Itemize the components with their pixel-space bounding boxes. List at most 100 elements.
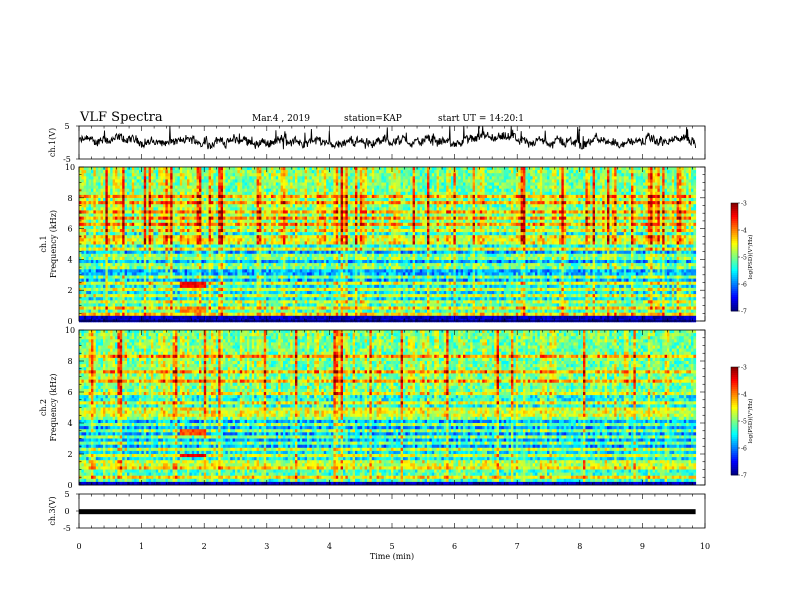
spectrogram-cell bbox=[79, 191, 82, 196]
spectrogram-cell bbox=[259, 170, 262, 174]
spectrogram-cell bbox=[251, 281, 255, 286]
spectrogram-cell bbox=[122, 185, 125, 189]
spectrogram-cell bbox=[292, 173, 296, 177]
spectrogram-cell bbox=[254, 266, 257, 270]
spectrogram-cell bbox=[141, 229, 145, 233]
spectrogram-cell bbox=[189, 263, 193, 267]
spectrogram-cell bbox=[254, 309, 257, 313]
spectrogram-cell bbox=[251, 201, 255, 205]
spectrogram-cell bbox=[83, 244, 87, 248]
spectrogram-cell bbox=[230, 204, 233, 208]
spectrogram-cell bbox=[107, 225, 111, 230]
spectrogram-cell bbox=[86, 194, 89, 199]
spectrogram-cell bbox=[98, 182, 101, 186]
spectrogram-cell bbox=[256, 188, 260, 193]
spectrogram-cell bbox=[297, 303, 301, 307]
spectrogram-cell bbox=[292, 235, 296, 239]
spectrogram-cell bbox=[225, 263, 229, 267]
spectrogram-cell bbox=[309, 272, 313, 276]
spectrogram-cell bbox=[172, 232, 176, 236]
spectrogram-cell bbox=[213, 204, 217, 208]
spectrogram-cell bbox=[146, 318, 149, 323]
spectrogram-cell bbox=[263, 194, 267, 199]
spectrogram-cell bbox=[225, 191, 229, 196]
spectrogram-cell bbox=[153, 287, 157, 292]
spectrogram-cell bbox=[103, 222, 106, 227]
spectrogram-cell bbox=[213, 238, 217, 242]
spectrogram-cell bbox=[225, 275, 229, 279]
spectrogram-cell bbox=[136, 210, 140, 214]
spectrogram-cell bbox=[230, 222, 233, 227]
spectrogram-cell bbox=[295, 247, 298, 251]
spectrogram-cell bbox=[79, 266, 82, 270]
spectrogram-cell bbox=[203, 182, 207, 186]
spectrogram-cell bbox=[95, 253, 99, 258]
spectrogram-cell bbox=[187, 179, 190, 183]
spectrogram-cell bbox=[295, 179, 298, 183]
spectrogram-cell bbox=[98, 241, 101, 245]
spectrogram-cell bbox=[179, 269, 183, 273]
spectrogram-cell bbox=[148, 188, 152, 193]
spectrogram-cell bbox=[232, 185, 236, 189]
spectrogram-cell bbox=[227, 315, 231, 320]
spectrogram-cell bbox=[117, 185, 121, 189]
spectrogram-cell bbox=[184, 194, 188, 199]
spectrogram-cell bbox=[129, 303, 133, 307]
spectrogram-cell bbox=[110, 204, 113, 208]
spectrogram-cell bbox=[275, 216, 279, 220]
spectrogram-cell bbox=[163, 222, 166, 227]
spectrogram-cell bbox=[227, 247, 231, 251]
spectrogram-cell bbox=[235, 312, 238, 317]
spectrogram-cell bbox=[283, 176, 286, 180]
spectrogram-cell bbox=[251, 238, 255, 242]
spectrogram-cell bbox=[211, 185, 214, 189]
spectrogram-cell bbox=[235, 250, 238, 255]
spectrogram-cell bbox=[124, 191, 128, 196]
spectrogram-cell bbox=[268, 309, 272, 313]
spectrogram-cell bbox=[273, 185, 277, 189]
spectrogram-cell bbox=[86, 219, 89, 224]
spectrogram-cell bbox=[292, 201, 296, 205]
spectrogram-cell bbox=[302, 281, 305, 286]
spectrogram-cell bbox=[143, 173, 147, 177]
spectrogram-cell bbox=[242, 263, 245, 267]
spectrogram-cell bbox=[163, 297, 166, 301]
spectrogram-cell bbox=[199, 201, 202, 205]
spectrogram-cell bbox=[151, 213, 154, 217]
spectrogram-cell bbox=[129, 309, 133, 313]
spectrogram-cell bbox=[115, 241, 118, 245]
spectrogram-cell bbox=[302, 191, 305, 196]
spectrogram-cell bbox=[254, 294, 257, 298]
spectrogram-cell bbox=[107, 287, 111, 292]
spectrogram-cell bbox=[124, 266, 128, 270]
spectrogram-cell bbox=[155, 201, 159, 205]
spectrogram-cell bbox=[122, 207, 125, 211]
spectrogram-cell bbox=[290, 275, 293, 279]
spectrogram-cell bbox=[211, 309, 214, 313]
spectrogram-cell bbox=[201, 182, 205, 186]
spectrogram-cell bbox=[237, 238, 241, 242]
spectrogram-cell bbox=[223, 260, 226, 264]
spectrogram-cell bbox=[79, 250, 82, 255]
spectrogram-cell bbox=[141, 188, 145, 193]
spectrogram-cell bbox=[218, 318, 221, 323]
spectrogram-cell bbox=[81, 297, 85, 301]
spectrogram-cell bbox=[160, 198, 164, 202]
spectrogram-cell bbox=[86, 315, 89, 320]
spectrogram-cell bbox=[139, 247, 142, 251]
spectrogram-cell bbox=[239, 167, 243, 171]
spectrogram-cell bbox=[232, 204, 236, 208]
spectrogram-cell bbox=[292, 176, 296, 180]
spectrogram-cell bbox=[112, 232, 116, 236]
spectrogram-cell bbox=[263, 235, 267, 239]
spectrogram-cell bbox=[203, 260, 207, 264]
spectrogram-cell bbox=[218, 278, 221, 282]
spectrogram-cell bbox=[263, 278, 267, 282]
spectrogram-cell bbox=[127, 244, 130, 248]
spectrogram-cell bbox=[143, 213, 147, 217]
spectrogram-cell bbox=[187, 312, 190, 317]
spectrogram-cell bbox=[131, 244, 135, 248]
spectrogram-cell bbox=[158, 300, 161, 304]
spectrogram-cell bbox=[247, 300, 250, 304]
spectrogram-cell bbox=[88, 281, 92, 286]
